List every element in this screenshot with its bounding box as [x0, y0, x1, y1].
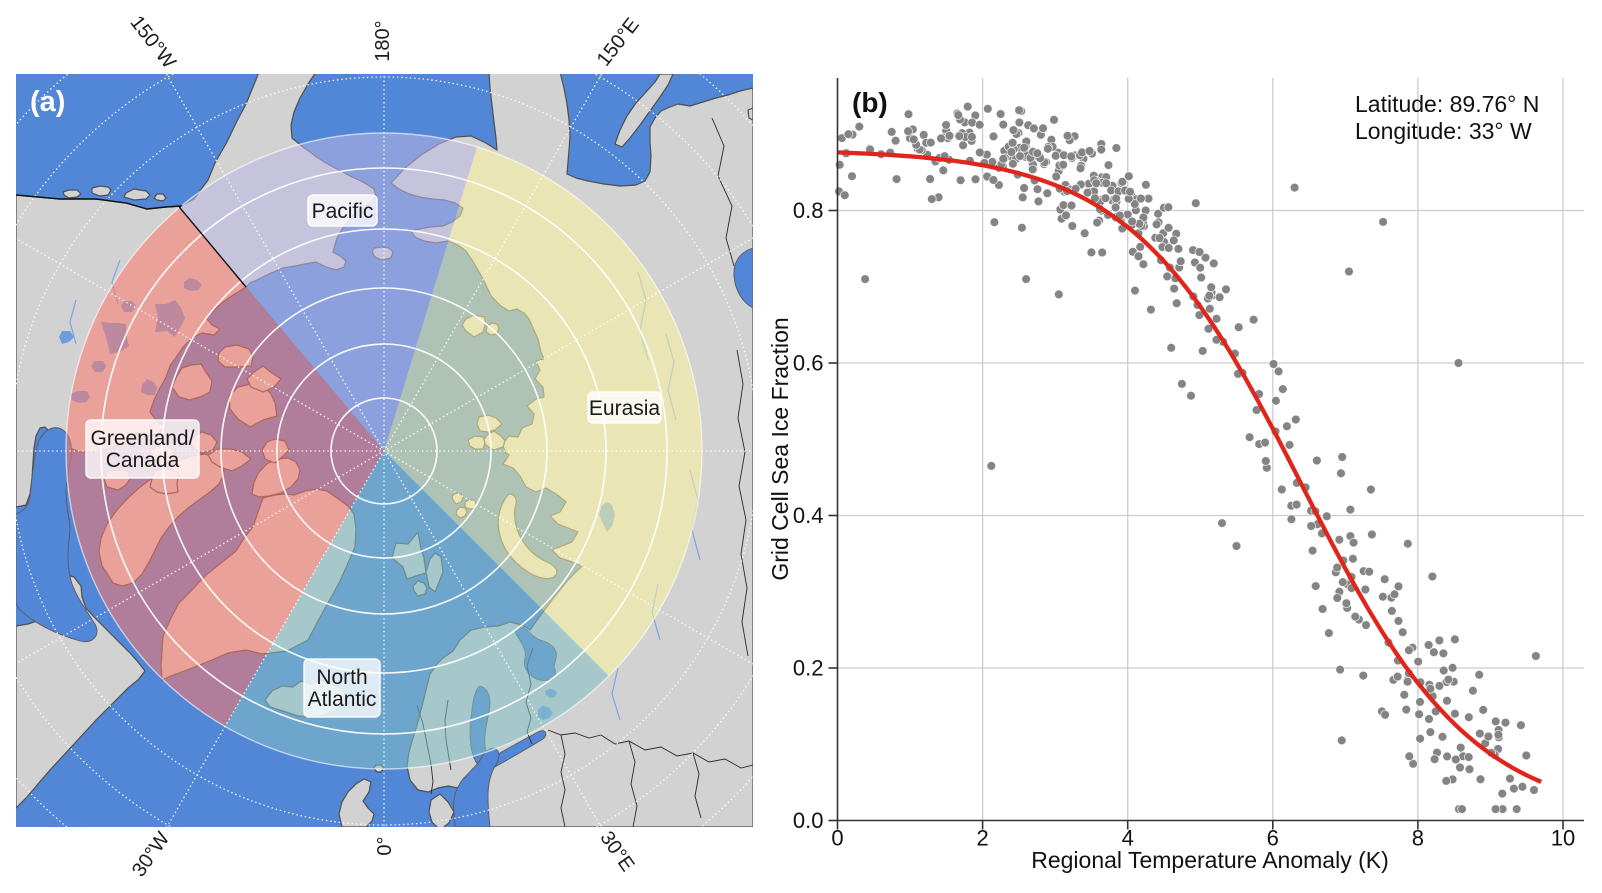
svg-text:Longitude: 33° W: Longitude: 33° W	[1355, 118, 1532, 144]
svg-text:6: 6	[1267, 826, 1279, 851]
svg-text:10: 10	[1551, 826, 1575, 851]
svg-text:Canada: Canada	[106, 449, 180, 472]
svg-text:Pacific: Pacific	[312, 200, 374, 223]
svg-text:0.2: 0.2	[793, 656, 824, 681]
svg-text:150°W: 150°W	[126, 12, 181, 73]
svg-text:30°W: 30°W	[128, 828, 174, 881]
svg-text:0.6: 0.6	[793, 351, 824, 376]
svg-text:Grid Cell Sea Ice Fraction: Grid Cell Sea Ice Fraction	[767, 317, 793, 580]
svg-text:0°: 0°	[374, 836, 396, 855]
svg-text:8: 8	[1412, 826, 1424, 851]
svg-text:Greenland/: Greenland/	[91, 427, 195, 450]
svg-text:Regional Temperature Anomaly (: Regional Temperature Anomaly (K)	[1031, 847, 1389, 873]
svg-text:Latitude: 89.76° N: Latitude: 89.76° N	[1355, 91, 1539, 117]
svg-text:0.8: 0.8	[793, 198, 824, 223]
svg-text:0.0: 0.0	[793, 808, 824, 833]
svg-text:(a): (a)	[30, 86, 65, 118]
svg-text:Atlantic: Atlantic	[308, 688, 377, 711]
svg-text:0.4: 0.4	[793, 503, 824, 528]
svg-text:North: North	[316, 666, 367, 689]
svg-text:0: 0	[831, 826, 843, 851]
svg-text:Eurasia: Eurasia	[589, 397, 661, 420]
svg-text:4: 4	[1122, 826, 1134, 851]
svg-text:180°: 180°	[372, 20, 394, 61]
svg-text:30°E: 30°E	[595, 827, 638, 875]
svg-text:(b): (b)	[852, 87, 888, 118]
svg-text:2: 2	[976, 826, 988, 851]
svg-text:150°E: 150°E	[593, 14, 644, 71]
